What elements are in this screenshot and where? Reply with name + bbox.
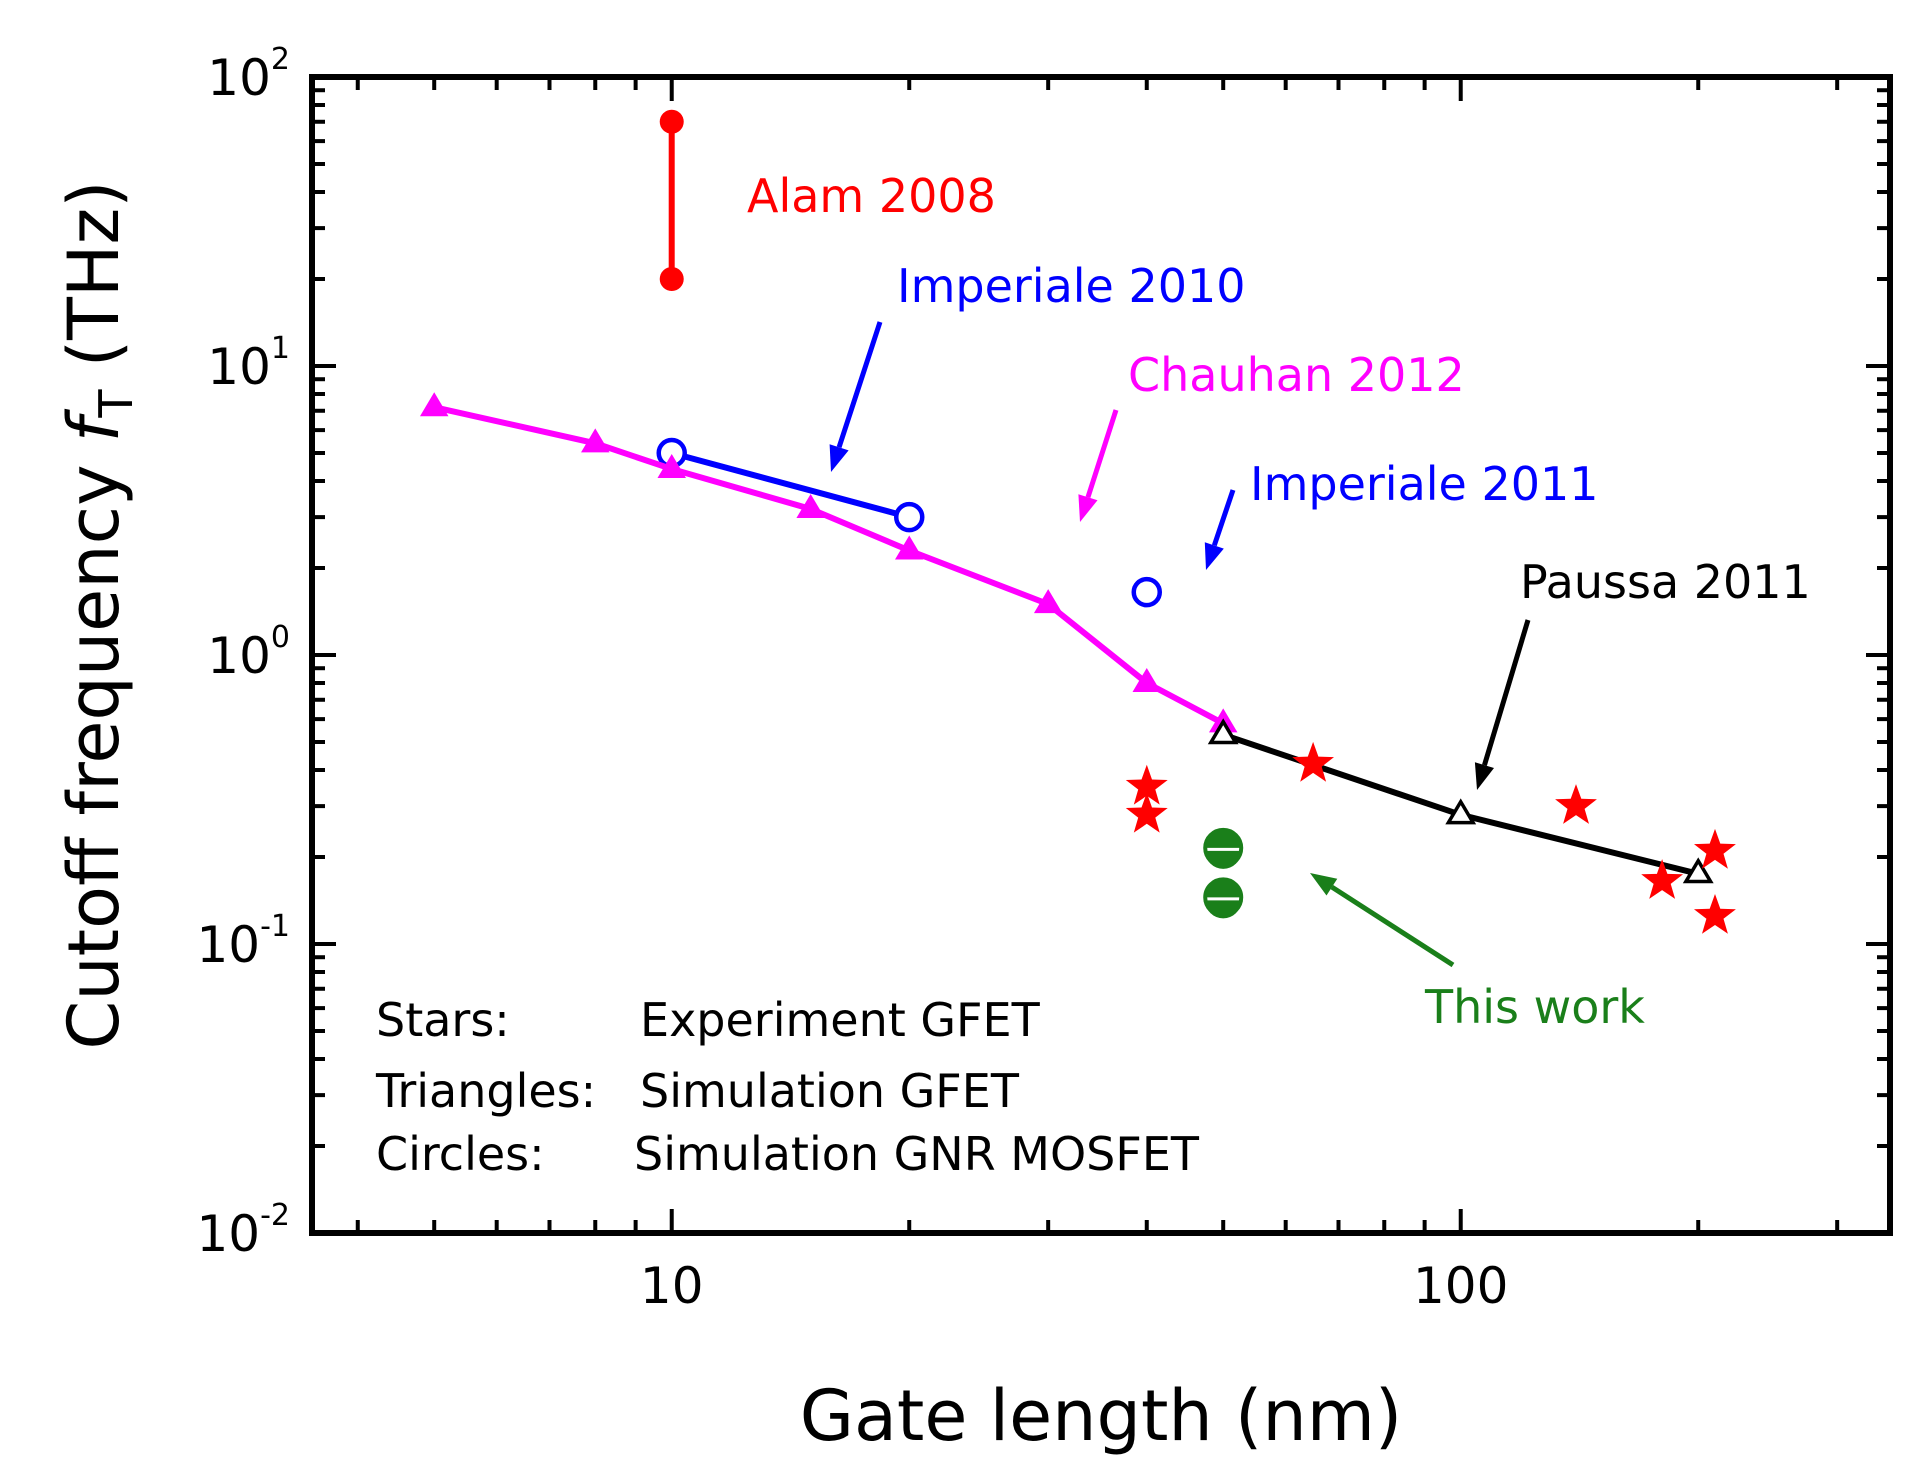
- data-point: [659, 267, 684, 292]
- y-tick-label-exponent: 1: [271, 331, 290, 366]
- arrow-imperiale-2010-shaft: [836, 321, 883, 449]
- data-point: [1694, 894, 1736, 934]
- y-tick-label-exponent: -1: [260, 909, 290, 944]
- arrow-paussa-2011-head: [1474, 762, 1494, 790]
- y-tick-label-exponent: 2: [271, 42, 290, 77]
- y-tick-label-base: 10: [207, 338, 271, 396]
- annotation-alam-2008: Alam 2008: [747, 169, 996, 223]
- annotation-this-work: This work: [1424, 980, 1645, 1034]
- y-tick-label: 10-2: [196, 1198, 290, 1263]
- arrow-this-work: [1310, 873, 1455, 968]
- y-axis-title-subscript: T: [89, 389, 143, 419]
- arrow-imperiale-2010-head: [829, 444, 849, 472]
- data-point: [893, 501, 925, 533]
- arrow-this-work-head: [1310, 873, 1338, 896]
- annotation-imperiale-2010: Imperiale 2010: [897, 259, 1246, 313]
- legend-value-stars: Experiment GFET: [640, 993, 1041, 1047]
- y-tick-label-base: 10: [196, 916, 260, 974]
- legend-notes: Stars: Experiment GFET Triangles: Simula…: [375, 993, 1200, 1181]
- data-point: [1445, 798, 1477, 825]
- series-experiment-gfet: [1125, 741, 1736, 934]
- data-point-upper-half: [1205, 879, 1242, 898]
- data-point-lower-half: [1205, 900, 1242, 919]
- y-tick-label: 100: [207, 620, 290, 685]
- data-point: [657, 454, 686, 479]
- series-layer: [419, 109, 1736, 934]
- data-point: [1033, 589, 1063, 614]
- data-point: [894, 535, 924, 560]
- data-point: [1682, 857, 1714, 884]
- data-point: [1125, 764, 1168, 805]
- data-point: [1555, 784, 1597, 824]
- data-point: [1125, 792, 1168, 833]
- annotation-chauhan-2012: Chauhan 2012: [1128, 348, 1465, 402]
- series-chauhan-2012: [419, 392, 1238, 733]
- series-paussa-2011: [1207, 718, 1714, 884]
- data-point: [1203, 827, 1244, 869]
- data-point: [1132, 668, 1162, 693]
- svg-text:Cutoff frequency fT (THz): Cutoff frequency fT (THz): [53, 180, 143, 1049]
- y-axis-title: Cutoff frequency fT (THz): [53, 180, 143, 1049]
- arrow-paussa-2011: [1474, 619, 1531, 790]
- x-tick-label: 100: [1413, 1257, 1508, 1315]
- plot-frame: [309, 74, 1893, 1236]
- data-point: [659, 109, 684, 134]
- arrow-imperiale-2011-head: [1204, 542, 1224, 570]
- legend-key-stars: Stars:: [376, 993, 510, 1047]
- series-imperiale-2010: [656, 437, 925, 533]
- legend-key-triangles: Triangles:: [375, 1064, 596, 1118]
- data-point-upper-half: [1205, 829, 1242, 848]
- annotation-layer: [829, 321, 1531, 968]
- data-point: [1292, 741, 1334, 782]
- legend-value-triangles: Simulation GFET: [640, 1064, 1020, 1118]
- data-point: [796, 494, 825, 519]
- arrow-imperiale-2011-shaft: [1211, 489, 1236, 547]
- x-tick-label: 10: [640, 1257, 704, 1315]
- series-this-work: [1203, 827, 1244, 919]
- data-point: [1207, 718, 1239, 745]
- series-line-imperiale-2010: [670, 450, 910, 520]
- series-alam-2008: [659, 109, 684, 292]
- data-point: [1131, 576, 1163, 608]
- arrow-imperiale-2011: [1204, 489, 1236, 570]
- y-axis-title-unit: (THz): [53, 180, 135, 389]
- arrow-this-work-shaft: [1330, 884, 1455, 968]
- y-tick-label: 10-1: [196, 909, 290, 974]
- arrow-chauhan-2012-head: [1078, 494, 1098, 522]
- annotation-paussa-2011: Paussa 2011: [1520, 555, 1811, 609]
- y-axis-title-main: Cutoff frequency: [53, 442, 135, 1049]
- data-point: [1203, 877, 1244, 919]
- y-tick-label-base: 10: [207, 627, 271, 685]
- data-point: [1641, 859, 1684, 899]
- data-point: [419, 392, 449, 417]
- y-tick-label-exponent: -2: [260, 1198, 290, 1233]
- arrow-paussa-2011-shaft: [1482, 619, 1531, 766]
- x-axis-title: Gate length (nm): [800, 1375, 1402, 1457]
- series-line-chauhan-2012: [433, 404, 1225, 727]
- legend-key-circles: Circles:: [376, 1127, 545, 1181]
- y-tick-label-base: 10: [207, 49, 271, 107]
- y-tick-label: 102: [207, 42, 290, 107]
- data-point: [581, 428, 610, 453]
- annotation-imperiale-2011: Imperiale 2011: [1250, 457, 1599, 511]
- arrow-imperiale-2010: [829, 321, 883, 472]
- arrow-chauhan-2012: [1078, 409, 1119, 522]
- y-tick-label-base: 10: [196, 1205, 260, 1263]
- y-tick-label: 101: [207, 331, 290, 396]
- y-tick-label-exponent: 0: [271, 620, 290, 655]
- arrow-chauhan-2012-shaft: [1085, 409, 1119, 499]
- data-point: [1694, 828, 1736, 869]
- legend-value-circles: Simulation GNR MOSFET: [634, 1127, 1200, 1181]
- series-imperiale-2011: [1131, 576, 1163, 608]
- data-point-lower-half: [1205, 850, 1242, 869]
